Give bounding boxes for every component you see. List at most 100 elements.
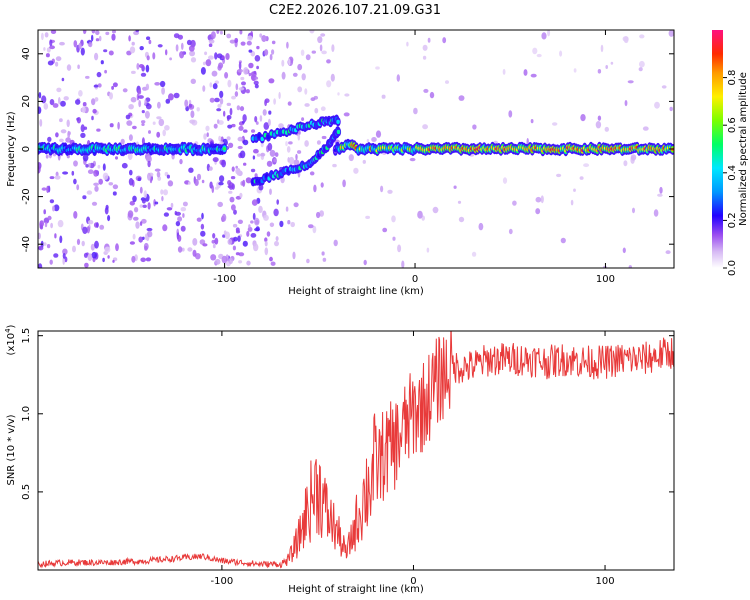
heatmap-cell (102, 257, 105, 263)
heatmap-cell (235, 230, 241, 234)
heatmap-cell (128, 35, 131, 42)
heatmap-cell (148, 130, 151, 134)
heatmap-cell (146, 55, 150, 61)
heatmap-cell (541, 32, 547, 40)
heatmap-cell (82, 153, 89, 162)
heatmap-cell (141, 123, 145, 126)
heatmap-cell (194, 179, 199, 186)
heatmap-cell (112, 82, 118, 88)
heatmap-cell (387, 189, 393, 194)
heatmap-cell (87, 253, 93, 261)
heatmap-cell (202, 85, 206, 92)
heatmap-cell (217, 103, 222, 108)
heatmap-cell (196, 107, 200, 112)
heatmap-cell (190, 78, 196, 85)
heatmap-cell (242, 114, 247, 123)
heatmap-cell (297, 86, 303, 93)
heatmap-cell (306, 258, 310, 264)
heatmap-cell (305, 54, 311, 61)
heatmap-cell (94, 240, 99, 249)
heatmap-cell (111, 85, 114, 90)
heatmap-cell (103, 49, 108, 53)
heatmap-cell (266, 160, 273, 167)
heatmap-cell (235, 252, 240, 256)
spectrogram-heatmap (38, 30, 674, 268)
heatmap-cell (47, 215, 52, 221)
heatmap-cell (200, 223, 205, 230)
heatmap-cell (286, 41, 289, 49)
heatmap-cell (263, 122, 270, 130)
heatmap-cell (219, 97, 224, 105)
heatmap-cell (381, 94, 386, 99)
heatmap-cell (139, 221, 143, 226)
heatmap-cell (54, 233, 57, 239)
heatmap-cell (152, 121, 156, 125)
heatmap-cell (240, 41, 246, 46)
heatmap-cell (216, 108, 222, 112)
heatmap-cell (366, 138, 370, 143)
heatmap-cell (173, 92, 180, 99)
heatmap-cell (240, 76, 245, 81)
heatmap-cell (52, 205, 55, 212)
heatmap-cell (336, 129, 341, 135)
heatmap-cell (255, 121, 259, 125)
heatmap-cell (254, 227, 260, 232)
heatmap-cell (39, 119, 43, 127)
heatmap-cell (161, 87, 166, 95)
heatmap-cell (189, 119, 196, 124)
heatmap-cell (657, 193, 663, 197)
heatmap-cell (62, 171, 69, 175)
heatmap-cell (179, 51, 185, 59)
heatmap-cell (218, 62, 224, 69)
heatmap-cell (146, 227, 153, 232)
heatmap-cell (63, 96, 69, 101)
heatmap-cell (212, 157, 219, 163)
heatmap-cell (319, 44, 323, 52)
heatmap-cell (254, 76, 259, 80)
heatmap-cell (77, 64, 80, 70)
heatmap-cell (112, 30, 116, 34)
heatmap-cell (38, 92, 42, 99)
heatmap-cell (211, 70, 218, 77)
heatmap-cell (316, 211, 321, 219)
heatmap-cell (478, 222, 484, 231)
heatmap-cell (288, 141, 293, 145)
heatmap-cell (292, 251, 296, 260)
heatmap-cell (214, 52, 218, 60)
heatmap-cell (125, 114, 131, 120)
heatmap-cell (212, 233, 216, 239)
snr-scale-label: (x10 (6, 333, 17, 356)
heatmap-cell (180, 225, 186, 232)
heatmap-cell (88, 41, 93, 48)
heatmap-cell (312, 225, 317, 234)
heatmap-cell (218, 120, 224, 125)
heatmap-cell (97, 164, 101, 169)
heatmap-cell (66, 64, 72, 71)
svg-text:(x104): (x104) (4, 324, 17, 355)
heatmap-cell (144, 245, 148, 251)
heatmap-cell (94, 97, 99, 102)
heatmap-cell (199, 239, 206, 245)
heatmap-cell (145, 64, 150, 73)
heatmap-cell (309, 171, 315, 176)
heatmap-cell (61, 77, 65, 82)
heatmap-cell (264, 240, 268, 247)
heatmap-cell (168, 93, 174, 101)
heatmap-cell (188, 103, 192, 108)
heatmap-cell (583, 163, 590, 168)
snr-y-tick-label: 0.5 (21, 484, 32, 500)
heatmap-cell (243, 162, 247, 166)
heatmap-cell (130, 96, 137, 103)
heatmap-cell (226, 33, 232, 39)
heatmap-cell (49, 199, 55, 204)
heatmap-cell (622, 247, 626, 254)
heatmap-cell (158, 118, 165, 127)
heatmap-cell (221, 159, 227, 168)
heatmap-cell (126, 120, 133, 126)
heatmap-cell (52, 103, 59, 108)
heatmap-cell (268, 78, 275, 84)
heatmap-cell (237, 136, 244, 142)
heatmap-cell (250, 31, 253, 37)
heatmap-cell (363, 259, 367, 266)
heatmap-cell (417, 210, 423, 219)
